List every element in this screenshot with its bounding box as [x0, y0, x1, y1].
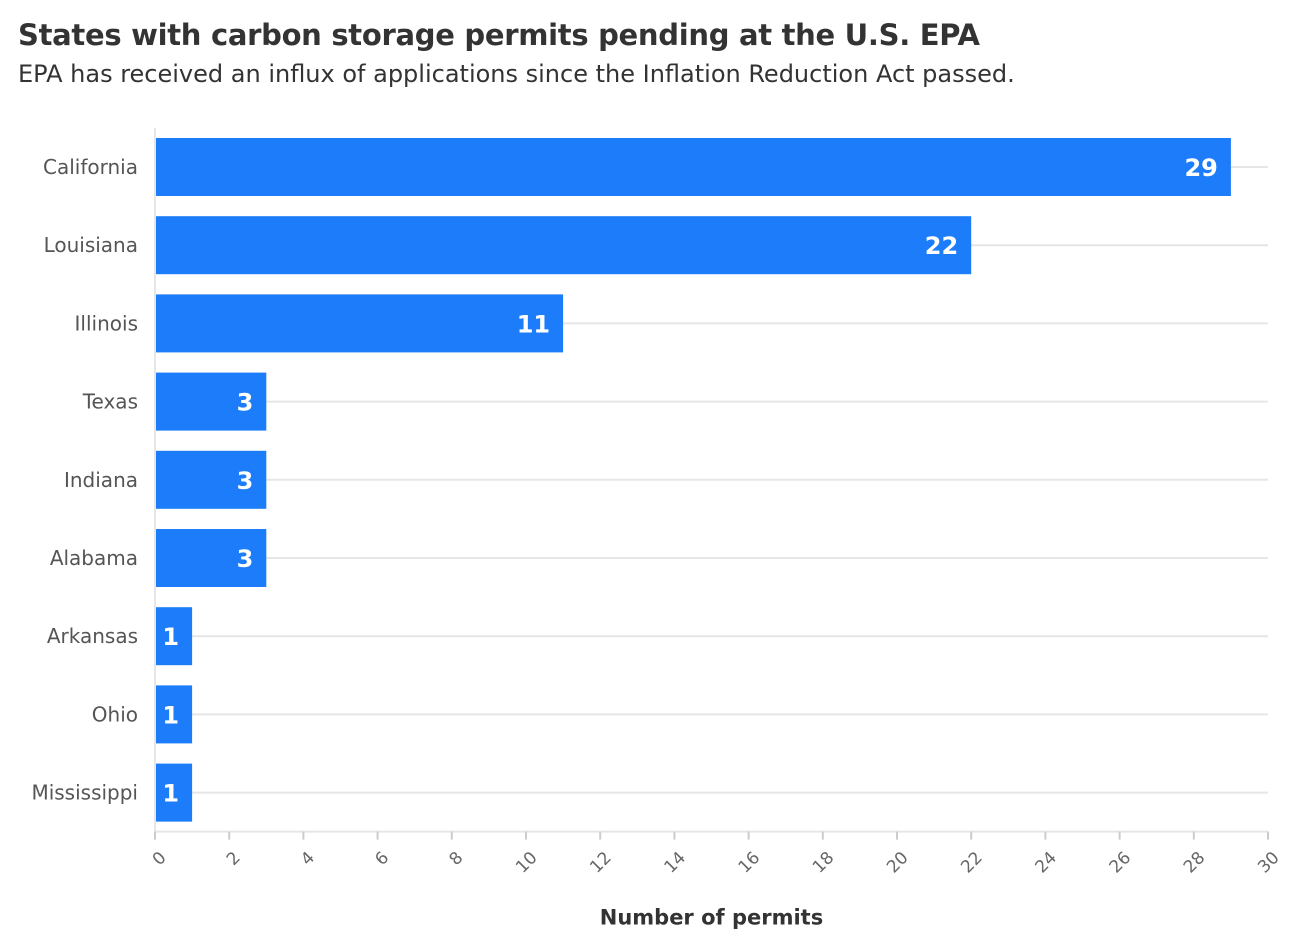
x-tick-label: 22 — [957, 848, 986, 877]
bar — [155, 607, 193, 666]
x-tick-label: 0 — [149, 848, 171, 870]
x-tick-label: 6 — [371, 848, 393, 870]
bar — [155, 763, 193, 822]
x-tick-label: 8 — [446, 848, 468, 870]
x-tick-label: 20 — [883, 848, 912, 877]
chart-title: States with carbon storage permits pendi… — [18, 18, 980, 52]
x-tick-label: 12 — [586, 848, 615, 877]
value-label: 1 — [162, 623, 179, 651]
gridlines — [155, 166, 1268, 794]
category-label: California — [43, 155, 138, 179]
bar — [155, 450, 267, 509]
category-label: Louisiana — [44, 233, 138, 257]
x-tick-label: 10 — [512, 848, 541, 877]
x-tick-label: 16 — [735, 848, 764, 877]
x-tick-label: 24 — [1032, 848, 1061, 877]
x-tick-label: 2 — [223, 848, 245, 870]
category-label: Ohio — [92, 702, 138, 726]
category-label: Alabama — [50, 546, 138, 570]
value-label: 3 — [237, 545, 254, 573]
category-label: Indiana — [64, 468, 138, 492]
value-label: 29 — [1184, 154, 1217, 182]
x-tick-label: 28 — [1180, 848, 1209, 877]
x-tick-label: 18 — [809, 848, 838, 877]
category-label: Arkansas — [47, 624, 138, 648]
x-axis-title: Number of permits — [600, 906, 823, 930]
x-tick-label: 26 — [1106, 848, 1135, 877]
category-label: Illinois — [75, 311, 138, 335]
bar — [155, 294, 564, 353]
x-tick-label: 30 — [1254, 848, 1283, 877]
category-label: Mississippi — [31, 781, 138, 805]
value-label: 1 — [162, 701, 179, 729]
x-tick-label: 4 — [297, 848, 319, 870]
value-label: 1 — [162, 780, 179, 808]
bar — [155, 685, 193, 744]
value-label: 3 — [237, 389, 254, 417]
chart-subtitle: EPA has received an influx of applicatio… — [18, 60, 1015, 88]
bar — [155, 138, 1231, 196]
value-label: 11 — [517, 310, 550, 338]
category-label: Texas — [82, 390, 138, 414]
x-tick-label: 14 — [661, 848, 690, 877]
bar — [155, 372, 267, 431]
value-label: 3 — [237, 467, 254, 495]
bar — [155, 529, 267, 587]
bar — [155, 216, 972, 275]
value-label: 22 — [925, 232, 958, 260]
